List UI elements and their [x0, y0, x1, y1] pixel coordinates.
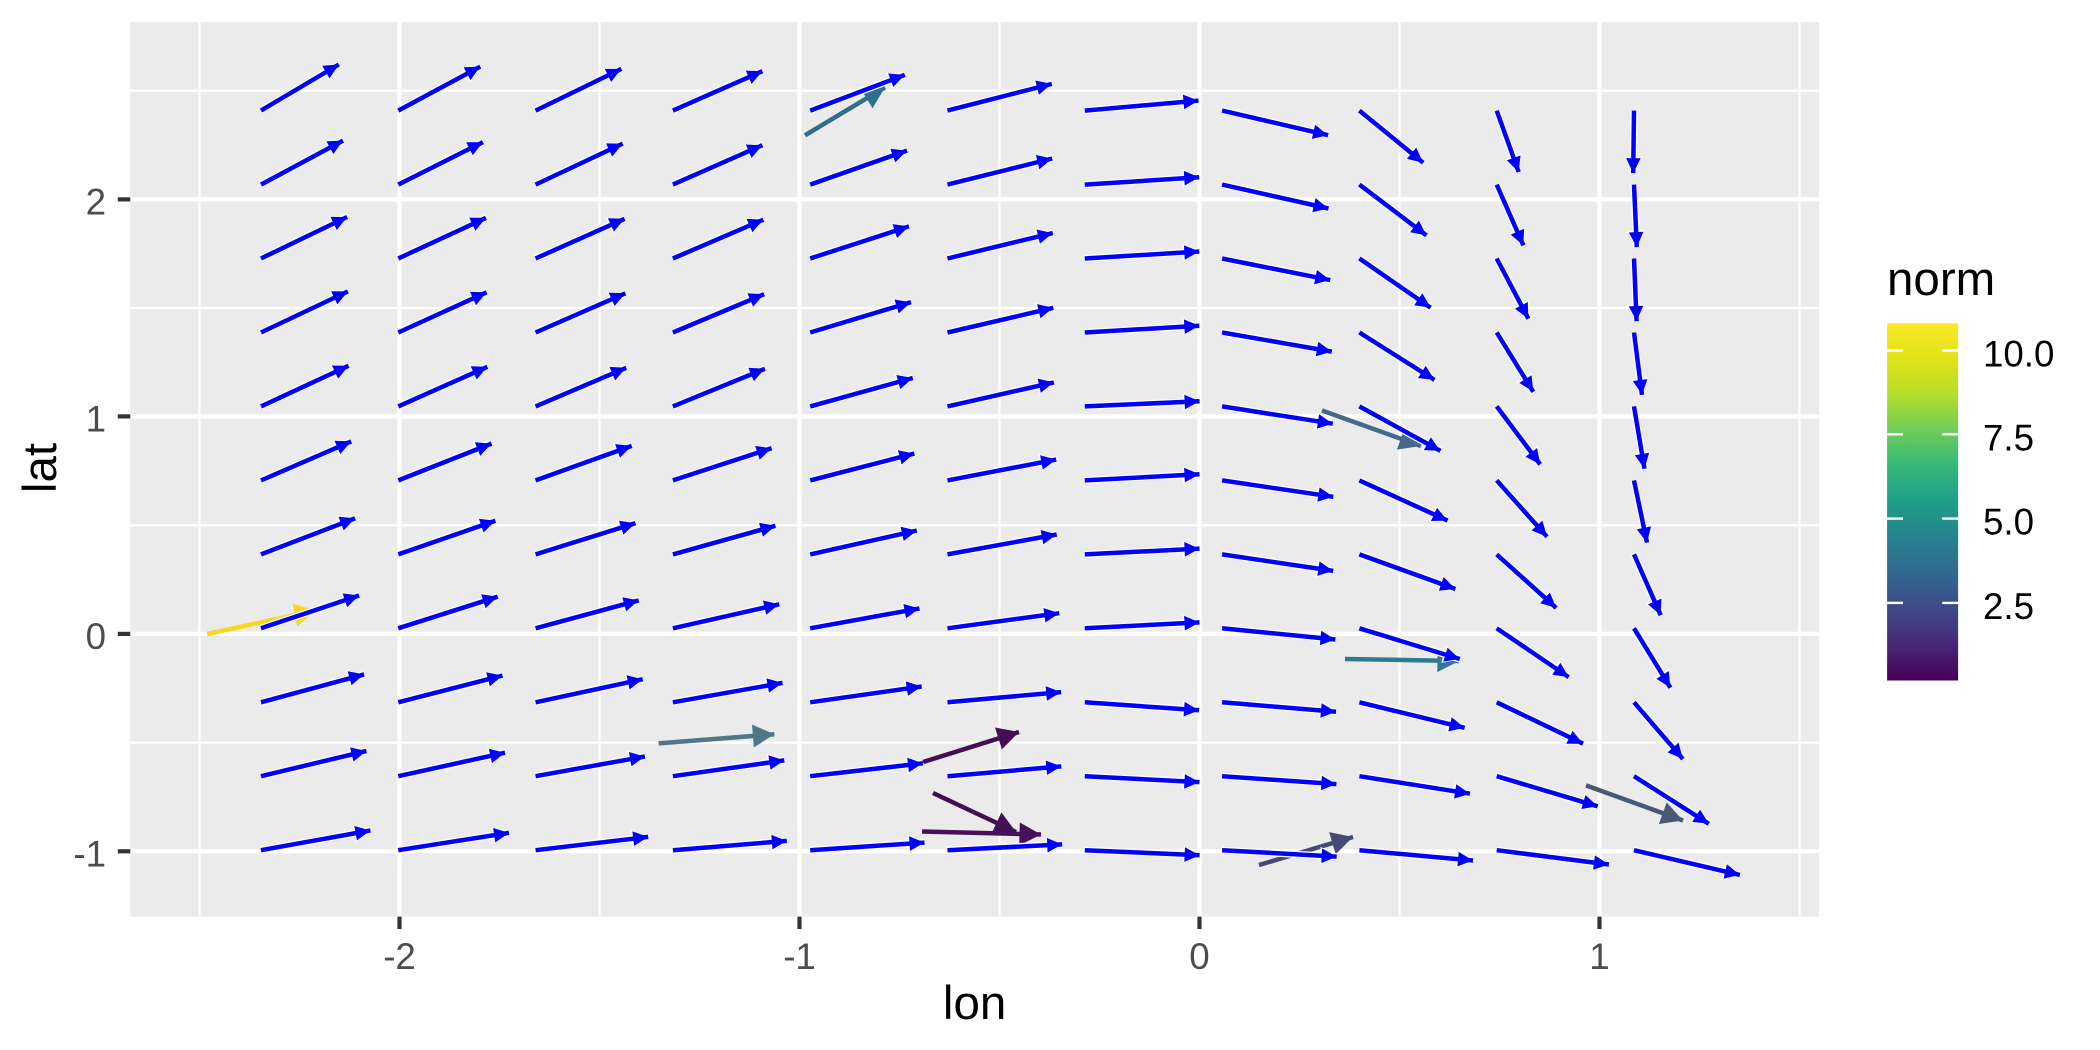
svg-text:0: 0 [1189, 936, 1209, 977]
svg-text:-1: -1 [783, 936, 816, 977]
svg-text:10.0: 10.0 [1983, 334, 2054, 375]
svg-text:0: 0 [86, 616, 106, 657]
svg-text:1: 1 [86, 398, 106, 439]
svg-text:5.0: 5.0 [1983, 502, 2034, 543]
svg-text:-2: -2 [383, 936, 416, 977]
svg-text:1: 1 [1589, 936, 1609, 977]
svg-text:lat: lat [14, 443, 67, 493]
svg-text:-1: -1 [73, 833, 106, 874]
svg-text:7.5: 7.5 [1983, 417, 2034, 458]
svg-text:2: 2 [86, 181, 106, 222]
svg-text:lon: lon [943, 977, 1006, 1030]
svg-text:2.5: 2.5 [1983, 586, 2034, 627]
svg-text:norm: norm [1887, 253, 1995, 306]
